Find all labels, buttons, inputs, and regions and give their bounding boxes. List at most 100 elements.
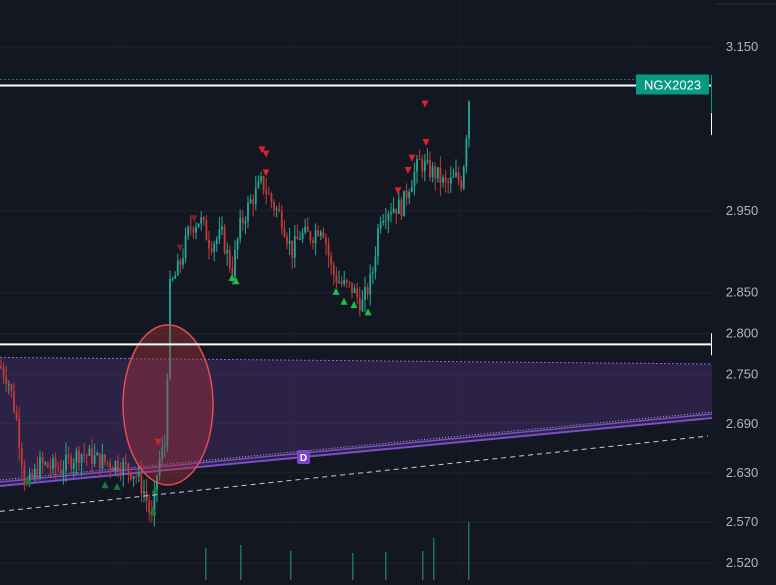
candle[interactable] xyxy=(444,177,447,182)
candle[interactable] xyxy=(202,217,205,221)
candle[interactable] xyxy=(101,454,104,469)
candle[interactable] xyxy=(247,202,249,222)
candle[interactable] xyxy=(265,190,268,194)
candle[interactable] xyxy=(462,166,465,189)
candle[interactable] xyxy=(96,452,99,456)
candle[interactable] xyxy=(137,472,140,477)
candle[interactable] xyxy=(98,452,101,469)
candle[interactable] xyxy=(163,445,166,448)
candle[interactable] xyxy=(52,458,54,469)
candle[interactable] xyxy=(54,458,57,468)
candle[interactable] xyxy=(18,418,21,449)
candle[interactable] xyxy=(369,273,372,295)
candle[interactable] xyxy=(418,158,421,160)
candle[interactable] xyxy=(2,368,5,377)
candle[interactable] xyxy=(405,190,408,198)
candle[interactable] xyxy=(15,411,18,419)
candle[interactable] xyxy=(143,491,145,494)
candle[interactable] xyxy=(0,366,2,369)
candle[interactable] xyxy=(325,237,327,245)
candle[interactable] xyxy=(72,463,75,469)
candle[interactable] xyxy=(262,176,265,191)
candle[interactable] xyxy=(387,214,390,221)
candle[interactable] xyxy=(421,159,424,172)
candle[interactable] xyxy=(218,229,221,240)
candle[interactable] xyxy=(210,248,213,252)
candle[interactable] xyxy=(200,217,203,224)
candle[interactable] xyxy=(278,208,281,212)
candle[interactable] xyxy=(122,461,125,475)
candle[interactable] xyxy=(148,500,151,513)
candle[interactable] xyxy=(161,447,164,459)
candle[interactable] xyxy=(306,226,309,232)
candle[interactable] xyxy=(400,199,403,217)
symbol-label-bg[interactable] xyxy=(636,74,709,95)
candle[interactable] xyxy=(280,211,283,229)
candle[interactable] xyxy=(301,232,304,240)
candle[interactable] xyxy=(299,239,301,241)
candle[interactable] xyxy=(119,471,122,475)
candle[interactable] xyxy=(260,176,262,182)
candle[interactable] xyxy=(351,282,353,293)
candle[interactable] xyxy=(270,193,273,203)
candle[interactable] xyxy=(31,473,34,478)
candle[interactable] xyxy=(361,299,364,311)
candle[interactable] xyxy=(366,287,369,295)
candle[interactable] xyxy=(423,161,426,172)
candle[interactable] xyxy=(80,454,83,463)
marker-badge[interactable] xyxy=(297,450,310,464)
candle[interactable] xyxy=(49,467,52,469)
candle[interactable] xyxy=(117,461,119,472)
candle[interactable] xyxy=(195,227,197,233)
candle[interactable] xyxy=(83,454,86,456)
candle[interactable] xyxy=(127,463,130,473)
candle[interactable] xyxy=(377,228,379,257)
candle[interactable] xyxy=(413,171,416,187)
candle[interactable] xyxy=(166,378,169,446)
candle[interactable] xyxy=(249,199,252,203)
candle[interactable] xyxy=(252,199,255,205)
candle[interactable] xyxy=(10,384,13,392)
candle[interactable] xyxy=(395,208,398,214)
candle[interactable] xyxy=(322,231,325,238)
candle[interactable] xyxy=(228,250,231,269)
candle[interactable] xyxy=(364,287,366,300)
candle[interactable] xyxy=(169,278,171,379)
symbol-label[interactable]: NGX2023 xyxy=(644,77,701,92)
candle[interactable] xyxy=(44,462,47,464)
candle[interactable] xyxy=(109,462,112,469)
candle[interactable] xyxy=(416,158,418,172)
candle[interactable] xyxy=(330,256,333,265)
dashed-trendline[interactable] xyxy=(0,435,709,512)
candle[interactable] xyxy=(70,456,73,469)
candle[interactable] xyxy=(348,282,351,284)
highlight-ellipse[interactable] xyxy=(122,324,214,486)
candle[interactable] xyxy=(244,221,247,224)
candle[interactable] xyxy=(442,177,444,184)
candle[interactable] xyxy=(189,227,192,229)
candle[interactable] xyxy=(291,240,294,258)
candle[interactable] xyxy=(312,240,314,243)
candle[interactable] xyxy=(41,457,44,464)
candle[interactable] xyxy=(111,468,114,471)
price-axis[interactable]: 3.150 2.950 2.850 2.800 2.750 2.690 2.630 2.570… xyxy=(712,0,776,580)
candle[interactable] xyxy=(374,256,377,272)
candle[interactable] xyxy=(135,475,138,477)
candle[interactable] xyxy=(5,376,8,385)
candle[interactable] xyxy=(319,231,322,236)
candle[interactable] xyxy=(57,467,60,470)
candle[interactable] xyxy=(226,250,229,254)
candle[interactable] xyxy=(254,187,257,205)
candle[interactable] xyxy=(140,472,143,494)
candle[interactable] xyxy=(205,220,208,241)
candle[interactable] xyxy=(192,228,195,233)
candle[interactable] xyxy=(104,454,106,462)
candle[interactable] xyxy=(106,461,109,463)
candle[interactable] xyxy=(197,223,200,228)
candle[interactable] xyxy=(358,297,361,311)
candle[interactable] xyxy=(33,468,36,478)
candle[interactable] xyxy=(241,217,244,224)
candle[interactable] xyxy=(28,473,31,485)
